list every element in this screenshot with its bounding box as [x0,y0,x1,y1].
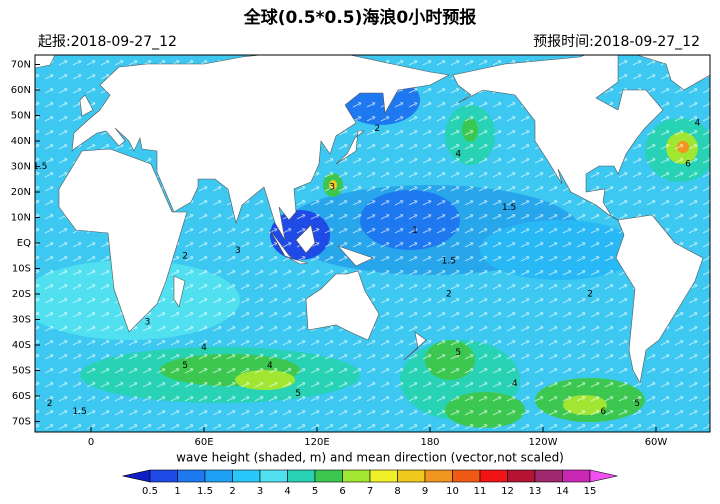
colorbar-label: 10 [446,486,459,497]
lat-tick-label: 20N [11,187,31,198]
colorbar-label: 3 [257,486,263,497]
axes: 70N60N50N40N30N20N10NEQ10S20S30S40S50S60… [11,60,668,449]
lat-tick-label: 60N [11,85,31,96]
colorbar-label: 8 [394,486,400,497]
colorbar-label: 2 [229,486,235,497]
colorbar-box [177,469,206,483]
colorbar-label: 14 [556,486,569,497]
colorbar-box [232,469,261,483]
colorbar-box [397,469,426,483]
colorbar-box [534,469,563,483]
colorbar-box [204,469,233,483]
colorbar-label: 6 [339,486,345,497]
colorbar-box [479,469,508,483]
contour-label: 2 [374,124,380,134]
colorbar-label: 7 [367,486,373,497]
contour-labels: 1.5 2 3 3 1 1.5 1.5 2 2 3 4 5 4 5 5 4 6 5 2 4 6 4 2 1.5 [33,119,701,417]
contour-label: 5 [634,399,640,409]
colorbar-box [287,469,316,483]
contour-label: 1.5 [73,407,87,417]
valid-time: 预报时间:2018-09-27_12 [533,34,700,50]
contour-label: 5 [455,348,461,358]
lat-tick-label: 60S [12,391,31,402]
lat-tick-label: EQ [17,238,31,249]
lat-tick-label: 70N [11,60,31,71]
colorbar-label: 13 [529,486,542,497]
contour-label: 2 [47,399,53,409]
contour-label: 4 [267,361,273,371]
colorbar-label: 4 [284,486,290,497]
colorbar-label: 0.5 [142,486,158,497]
colorbar-label: 9 [422,486,428,497]
land [35,55,710,384]
colorbar-label: 11 [474,486,487,497]
contour-label: 6 [685,159,691,169]
contour-label: 2 [446,290,452,300]
lat-tick-label: 50S [12,366,31,377]
lat-tick-label: 40S [12,340,31,351]
map-title: 全球(0.5*0.5)海浪0小时预报 [243,7,477,28]
lat-tick-label: 30S [12,315,31,326]
lat-tick-label: 10N [11,213,31,224]
colorbar-box [149,469,178,483]
colorbar-box [562,469,591,483]
lon-tick-label: 60W [645,437,668,448]
colorbar-label: 12 [501,486,514,497]
lat-tick-label: 50N [11,111,31,122]
lon-tick-label: 120W [529,437,558,448]
colorbar-label: 5 [312,486,318,497]
contour-label: 3 [145,318,151,328]
colorbar: 0.5 1 1.5 2 3 4 5 6 7 8 9 10 11 12 13 14 15 [122,469,618,497]
contour-label: 3 [329,182,335,192]
contour-label: 1 [412,226,418,236]
lon-tick-label: 180 [420,437,439,448]
contour-label: 6 [600,407,606,417]
lon-tick-label: 0 [88,437,94,448]
contour-label: 1.5 [442,256,456,266]
contour-label: 5 [182,361,188,371]
contour-label: 1.5 [33,162,47,172]
contour-label: 1.5 [502,203,516,213]
colorbar-box [424,469,453,483]
colorbar-box [342,469,371,483]
colorbar-title: wave height (shaded, m) and mean directi… [176,451,564,465]
map-area: 1.5 2 3 3 1 1.5 1.5 2 2 3 4 5 4 5 5 4 6 5 2 4 6 4 2 1.5 [33,55,710,432]
colorbar-box [507,469,536,483]
colorbar-arrow [122,469,151,483]
contour-label: 5 [295,389,301,399]
colorbar-arrow [589,469,618,483]
lon-tick-label: 60E [194,437,213,448]
contour-label: 4 [455,149,461,159]
lat-tick-label: 10S [12,264,31,275]
colorbar-label: 15 [584,486,597,497]
lat-tick-label: 40N [11,136,31,147]
colorbar-box [369,469,398,483]
lat-tick-label: 30N [11,162,31,173]
contour-label: 2 [182,251,188,261]
lat-tick-label: 20S [12,289,31,300]
contour-label: 3 [235,246,241,256]
colorbar-label: 1.5 [197,486,213,497]
colorbar-box [452,469,481,483]
contour-label: 2 [587,290,593,300]
lon-tick-label: 120E [304,437,329,448]
lat-tick-label: 70S [12,417,31,428]
contour-label: 4 [695,119,701,129]
start-time: 起报:2018-09-27_12 [38,34,177,50]
contour-label: 4 [512,379,518,389]
contour-label: 4 [201,343,207,353]
colorbar-box [314,469,343,483]
colorbar-label: 1 [174,486,180,497]
colorbar-box [259,469,288,483]
